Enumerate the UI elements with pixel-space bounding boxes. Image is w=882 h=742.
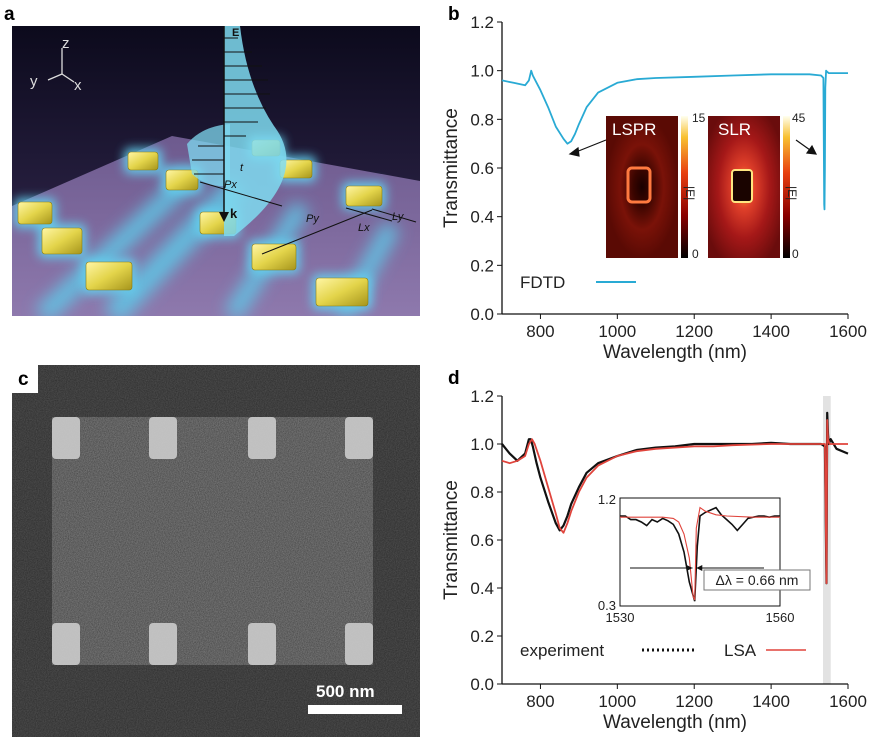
t-label: t <box>240 162 244 174</box>
legend-experiment-label: experiment <box>520 641 604 660</box>
y-tick-label: 0.6 <box>470 531 494 550</box>
k-arrow-icon <box>219 212 229 222</box>
x-tick-label: 1200 <box>675 322 713 341</box>
coordinate-axes-icon <box>47 48 75 83</box>
y-tick-label: 0.0 <box>470 305 494 324</box>
x-tick-label: 800 <box>526 692 554 711</box>
panel-letter-c: c <box>18 369 29 390</box>
y-tick-label: 1.0 <box>470 435 494 454</box>
inset-series-lsa <box>620 506 780 601</box>
py-label: Py <box>306 213 320 225</box>
px-label: Px <box>224 179 237 191</box>
inset-x-tick-max: 1560 <box>766 610 795 625</box>
slr-arrowhead-icon <box>805 144 818 155</box>
x-tick-label: 1600 <box>829 322 867 341</box>
axis-label-x: x <box>74 77 82 94</box>
inset-slr: SLR 45 0 |E| <box>708 111 806 261</box>
lspr-label: LSPR <box>612 120 656 139</box>
field-stripes <box>35 168 400 316</box>
panel-letter-d: d <box>448 368 460 389</box>
e-label: E <box>232 27 239 39</box>
inset-y-tick-min: 0.3 <box>598 598 616 613</box>
legend-lsa-label: LSA <box>724 641 757 660</box>
y-tick-label: 0.2 <box>470 627 494 646</box>
delta-annotation-box <box>703 569 811 591</box>
y-tick-label: 1.2 <box>470 387 494 406</box>
ly-label: Ly <box>392 211 405 223</box>
y-axis-title: Transmittance <box>441 108 462 228</box>
e-field-sheet-lower <box>187 124 230 187</box>
x-tick-label: 1400 <box>752 322 790 341</box>
x-tick-label: 1200 <box>675 692 713 711</box>
x-tick-label: 1400 <box>752 692 790 711</box>
lspr-pointer <box>575 139 607 153</box>
panel-letter-a: a <box>4 4 15 25</box>
scale-bar <box>308 705 402 714</box>
delta-arrowhead-right-icon <box>696 565 703 571</box>
inset-y-tick-max: 1.2 <box>598 492 616 507</box>
lspr-field-map <box>606 116 678 258</box>
legend-fdtd-label: FDTD <box>520 273 565 292</box>
scale-bar-label: 500 nm <box>316 682 375 701</box>
e-field-arrows <box>192 37 270 175</box>
y-tick-label: 0.8 <box>470 110 494 129</box>
y-axis-title: Transmittance <box>441 480 462 600</box>
inset-pointer-arrows <box>568 139 818 157</box>
slr-label: SLR <box>718 120 751 139</box>
slr-colorbar <box>783 116 790 258</box>
axis-label-y: y <box>30 73 38 90</box>
y-tick-label: 0.8 <box>470 483 494 502</box>
series-line-lsa <box>501 419 848 585</box>
x-tick-label: 1000 <box>598 322 636 341</box>
series-line-fdtd <box>501 69 848 211</box>
lspr-colorbar <box>681 116 688 258</box>
experiment-lsa-transmittance-chart: 0.0 0.2 0.4 0.6 0.8 1.0 1.2 800 1000 1200 1400 1600… <box>441 387 867 733</box>
delta-annotation-label: Δλ = 0.66 nm <box>716 572 799 588</box>
inset-x-tick-min: 1530 <box>606 610 635 625</box>
y-tick-label: 0.6 <box>470 159 494 178</box>
x-tick-label: 800 <box>526 322 554 341</box>
slr-cbar-max: 45 <box>792 111 806 125</box>
inset-lspr: LSPR 15 0 |E| <box>606 111 706 261</box>
slr-pointer <box>795 139 811 151</box>
x-tick-label: 1600 <box>829 692 867 711</box>
y-tick-label: 0.0 <box>470 675 494 694</box>
x-tick-label: 1000 <box>598 692 636 711</box>
axis-label-z: z <box>62 35 70 52</box>
sem-image: c 500 nm <box>12 365 420 737</box>
slr-cbar-min: 0 <box>792 247 799 261</box>
dimension-lines <box>199 181 417 255</box>
chart-b-plot: 0.0 0.2 0.4 0.6 0.8 1.0 1.2 800 1000 1200 1400 1600… <box>441 13 867 363</box>
lspr-cbar-max: 15 <box>692 111 706 125</box>
slr-cbar-label: |E| <box>785 186 799 200</box>
panel-letter-b: b <box>448 4 460 25</box>
x-axis-title: Wavelength (nm) <box>603 342 747 363</box>
lspr-arrowhead-icon <box>568 146 580 157</box>
x-axis-title: Wavelength (nm) <box>603 712 747 733</box>
metasurface-illustration: z y x E k t Px Py <box>12 26 420 316</box>
k-label: k <box>230 206 238 221</box>
y-tick-label: 1.0 <box>470 62 494 81</box>
slr-particle-outline <box>731 169 753 203</box>
y-tick-label: 0.4 <box>470 208 494 227</box>
e-field-sheet <box>224 26 287 236</box>
y-tick-label: 0.2 <box>470 256 494 275</box>
fdtd-transmittance-chart: 0.0 0.2 0.4 0.6 0.8 1.0 1.2 800 1000 1200 1400 1600… <box>441 13 867 363</box>
y-tick-label: 0.4 <box>470 579 494 598</box>
panel-c-letter-box <box>12 365 38 393</box>
lspr-particle-outline <box>626 166 652 204</box>
lx-label: Lx <box>358 222 370 234</box>
sem-particle-texture <box>52 417 373 665</box>
lspr-cbar-min: 0 <box>692 247 699 261</box>
y-tick-label: 1.2 <box>470 13 494 32</box>
chart-d-plot: 0.0 0.2 0.4 0.6 0.8 1.0 1.2 800 1000 1200 1400 1600… <box>441 387 867 733</box>
delta-arrowhead-left-icon <box>686 565 693 571</box>
lspr-cbar-label: |E| <box>683 186 697 200</box>
